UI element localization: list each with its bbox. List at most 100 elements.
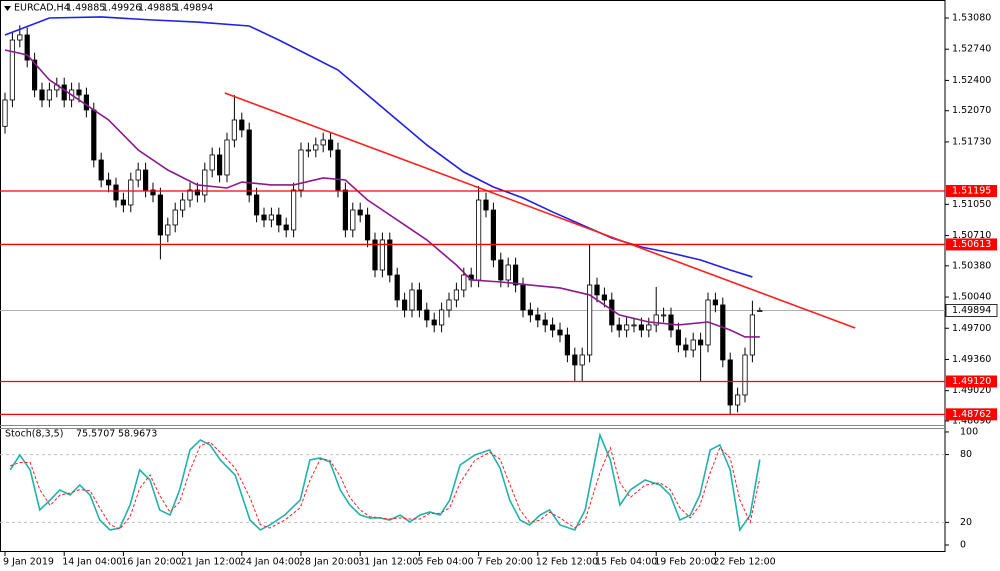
candle-body bbox=[527, 309, 534, 316]
candle-body bbox=[550, 324, 556, 331]
x-tick-label: 16 Jan 20:00 bbox=[121, 557, 181, 568]
candle-body bbox=[720, 304, 726, 361]
candle-body bbox=[165, 224, 171, 236]
candle-body bbox=[749, 314, 756, 356]
candle-body bbox=[668, 314, 674, 331]
candle-body bbox=[2, 99, 8, 127]
candle-body bbox=[364, 214, 371, 241]
candle-body bbox=[675, 329, 682, 346]
moving-average bbox=[4, 49, 760, 338]
candle-body bbox=[431, 319, 437, 326]
candle-body bbox=[305, 149, 312, 152]
candle-body bbox=[179, 199, 186, 211]
candle-body bbox=[661, 314, 667, 317]
x-tick-label: 14 Jan 04:00 bbox=[62, 557, 122, 568]
candle-body bbox=[446, 299, 452, 311]
y-tick-label: 1.51050 bbox=[952, 199, 991, 210]
level-label-box bbox=[946, 375, 997, 388]
candle-body bbox=[690, 339, 696, 351]
candle-body bbox=[513, 264, 519, 286]
candle-body bbox=[298, 149, 304, 191]
candle-body bbox=[438, 309, 445, 326]
candle-body bbox=[557, 329, 563, 336]
candle-body bbox=[142, 169, 149, 191]
x-tick-label: 22 Feb 12:00 bbox=[713, 557, 775, 568]
x-tick-label: 15 Feb 04:00 bbox=[595, 557, 657, 568]
candle-body bbox=[735, 394, 741, 406]
candle-body bbox=[209, 154, 215, 171]
x-tick-label: 19 Feb 20:00 bbox=[654, 557, 716, 568]
x-tick-label: 9 Jan 2019 bbox=[3, 557, 54, 568]
candle-body bbox=[727, 359, 733, 406]
candle-body bbox=[76, 89, 82, 96]
price-label-box bbox=[945, 304, 998, 317]
candle-body bbox=[483, 199, 489, 211]
candle-body bbox=[535, 314, 541, 321]
level-label: 1.51195 bbox=[952, 186, 991, 197]
candle-body bbox=[475, 199, 482, 281]
y-tick-label: 1.50040 bbox=[952, 292, 991, 303]
candle-body bbox=[187, 189, 193, 201]
candle-body bbox=[712, 299, 719, 306]
candle-body bbox=[246, 129, 252, 196]
candle-body bbox=[424, 309, 430, 321]
x-tick-label: 24 Jan 04:00 bbox=[240, 557, 300, 568]
y-tick-label: 1.49700 bbox=[952, 323, 991, 334]
y-tick-label: 1.52070 bbox=[952, 105, 991, 116]
candle-body bbox=[350, 209, 356, 231]
candle-body bbox=[646, 324, 652, 331]
candle-body bbox=[609, 299, 615, 326]
candle-body bbox=[202, 169, 208, 196]
x-tick-label: 21 Jan 12:00 bbox=[181, 557, 241, 568]
indicator-value: 75.5707 bbox=[76, 429, 115, 440]
y-tick-label: 1.52400 bbox=[952, 75, 991, 86]
candle-body bbox=[387, 239, 393, 276]
candle-body bbox=[128, 179, 134, 206]
candle-body bbox=[342, 189, 349, 231]
candle-body bbox=[91, 109, 97, 161]
y-tick-label: 20 bbox=[960, 517, 972, 528]
x-tick-label: 12 Feb 12:00 bbox=[536, 557, 598, 568]
ohlc-value: 1.49885 bbox=[66, 3, 105, 14]
candle-body bbox=[98, 159, 104, 181]
candle-body bbox=[490, 209, 497, 261]
candle-body bbox=[564, 334, 571, 356]
candle-body bbox=[106, 179, 112, 186]
indicator-value: 58.9673 bbox=[118, 429, 157, 440]
candle-body bbox=[587, 284, 593, 356]
y-tick-label: 0 bbox=[960, 539, 966, 550]
candle-body bbox=[120, 199, 126, 206]
candle-body bbox=[261, 214, 267, 221]
candle-body bbox=[253, 194, 260, 216]
indicator-title: Stoch(8,3,5) bbox=[5, 429, 63, 440]
candle-body bbox=[505, 264, 511, 281]
y-tick-label: 1.49020 bbox=[952, 385, 991, 396]
candle-body bbox=[268, 214, 275, 221]
ohlc-value: 1.49885 bbox=[138, 3, 177, 14]
level-label: 1.48762 bbox=[952, 409, 991, 420]
candle-body bbox=[461, 274, 467, 291]
plot-frame bbox=[0, 0, 946, 552]
candle-body bbox=[683, 344, 689, 351]
price-label: 1.49894 bbox=[952, 305, 991, 316]
x-tick-label: 31 Jan 12:00 bbox=[358, 557, 418, 568]
candle-body bbox=[757, 310, 763, 312]
stochastic-line bbox=[10, 441, 761, 530]
candle-body bbox=[335, 149, 341, 191]
candle-body bbox=[742, 354, 748, 396]
candle-body bbox=[653, 314, 659, 326]
candle-body bbox=[283, 224, 289, 231]
chart-title: EURCAD,H4 bbox=[14, 3, 70, 14]
level-label-box bbox=[946, 238, 997, 251]
level-label-box bbox=[946, 185, 997, 198]
candle-body bbox=[616, 324, 622, 331]
y-tick-label: 1.50380 bbox=[952, 260, 991, 271]
candle-body bbox=[698, 339, 704, 346]
candle-body bbox=[276, 214, 282, 226]
candle-body bbox=[61, 84, 67, 101]
symbol-icon bbox=[4, 6, 11, 11]
y-tick-label: 1.51730 bbox=[952, 136, 991, 147]
moving-average bbox=[4, 16, 753, 278]
level-label: 1.49120 bbox=[952, 376, 991, 387]
